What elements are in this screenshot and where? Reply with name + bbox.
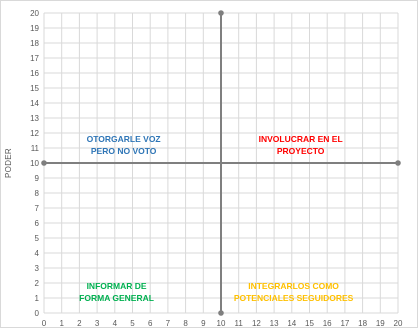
y-tick-label: 10 xyxy=(30,159,39,168)
y-tick-label: 18 xyxy=(30,39,39,48)
x-tick-label: 7 xyxy=(166,319,171,328)
x-tick-label: 20 xyxy=(394,319,403,328)
x-axis-ticks: 0 1 2 3 4 5 6 7 8 9 10 11 12 13 14 15 16 17 18 19 20 xyxy=(42,319,403,328)
x-tick-label: 17 xyxy=(340,319,349,328)
x-tick-label: 4 xyxy=(113,319,118,328)
y-axis-label: PODER xyxy=(4,148,13,178)
quadrant-label-line: INFORMAR DE xyxy=(87,281,147,291)
quadrant-label-line: FORMA GENERAL xyxy=(79,293,154,303)
series-lines xyxy=(41,10,401,316)
x-tick-label: 0 xyxy=(42,319,47,328)
quadrant-label-line: INTEGRARLOS COMO xyxy=(248,281,339,291)
quadrant-label-line: PROYECTO xyxy=(277,146,325,156)
y-tick-label: 12 xyxy=(30,129,39,138)
y-tick-label: 5 xyxy=(35,234,40,243)
x-tick-label: 19 xyxy=(376,319,385,328)
y-tick-label: 16 xyxy=(30,69,39,78)
y-tick-label: 11 xyxy=(31,144,40,153)
x-tick-label: 3 xyxy=(95,319,100,328)
x-tick-label: 10 xyxy=(217,319,226,328)
y-tick-label: 0 xyxy=(35,309,40,318)
quadrant-annotations: OTORGARLE VOZ PERO NO VOTO INVOLUCRAR EN E… xyxy=(79,134,353,303)
quadrant-label-line: OTORGARLE VOZ xyxy=(87,134,161,144)
y-tick-label: 2 xyxy=(35,279,40,288)
y-tick-label: 13 xyxy=(30,114,39,123)
x-tick-label: 13 xyxy=(270,319,279,328)
quadrant-label-line: POTENCIALES SEGUIDORES xyxy=(234,293,354,303)
x-tick-label: 16 xyxy=(323,319,332,328)
y-tick-label: 6 xyxy=(35,219,40,228)
series-marker xyxy=(218,310,224,316)
y-tick-label: 15 xyxy=(30,84,39,93)
x-tick-label: 18 xyxy=(358,319,367,328)
y-tick-label: 4 xyxy=(35,249,40,258)
quadrant-label-involucrar: INVOLUCRAR EN EL PROYECTO xyxy=(259,134,343,156)
quadrant-label-line: INVOLUCRAR EN EL xyxy=(259,134,343,144)
series-marker xyxy=(41,160,47,166)
y-tick-label: 7 xyxy=(35,204,40,213)
x-tick-label: 15 xyxy=(305,319,314,328)
x-tick-label: 1 xyxy=(59,319,64,328)
quadrant-label-line: PERO NO VOTO xyxy=(91,146,157,156)
x-tick-label: 11 xyxy=(235,319,244,328)
y-tick-label: 14 xyxy=(30,99,39,108)
y-tick-label: 8 xyxy=(35,189,40,198)
y-tick-label: 3 xyxy=(35,264,40,273)
x-tick-label: 2 xyxy=(77,319,82,328)
quadrant-label-integrarlos: INTEGRARLOS COMO POTENCIALES SEGUIDORES xyxy=(234,281,354,303)
y-tick-label: 1 xyxy=(35,294,40,303)
y-tick-label: 17 xyxy=(30,54,39,63)
x-tick-label: 14 xyxy=(287,319,296,328)
series-marker xyxy=(218,10,224,16)
quadrant-label-otorgar: OTORGARLE VOZ PERO NO VOTO xyxy=(87,134,161,156)
y-tick-label: 19 xyxy=(30,24,39,33)
x-tick-label: 12 xyxy=(252,319,261,328)
quadrant-label-informar: INFORMAR DE FORMA GENERAL xyxy=(79,281,154,303)
x-tick-label: 6 xyxy=(148,319,153,328)
x-tick-label: 9 xyxy=(201,319,206,328)
series-marker xyxy=(395,160,401,166)
x-tick-label: 5 xyxy=(130,319,135,328)
y-tick-label: 20 xyxy=(30,9,39,18)
x-tick-label: 8 xyxy=(183,319,188,328)
y-tick-label: 9 xyxy=(35,174,40,183)
